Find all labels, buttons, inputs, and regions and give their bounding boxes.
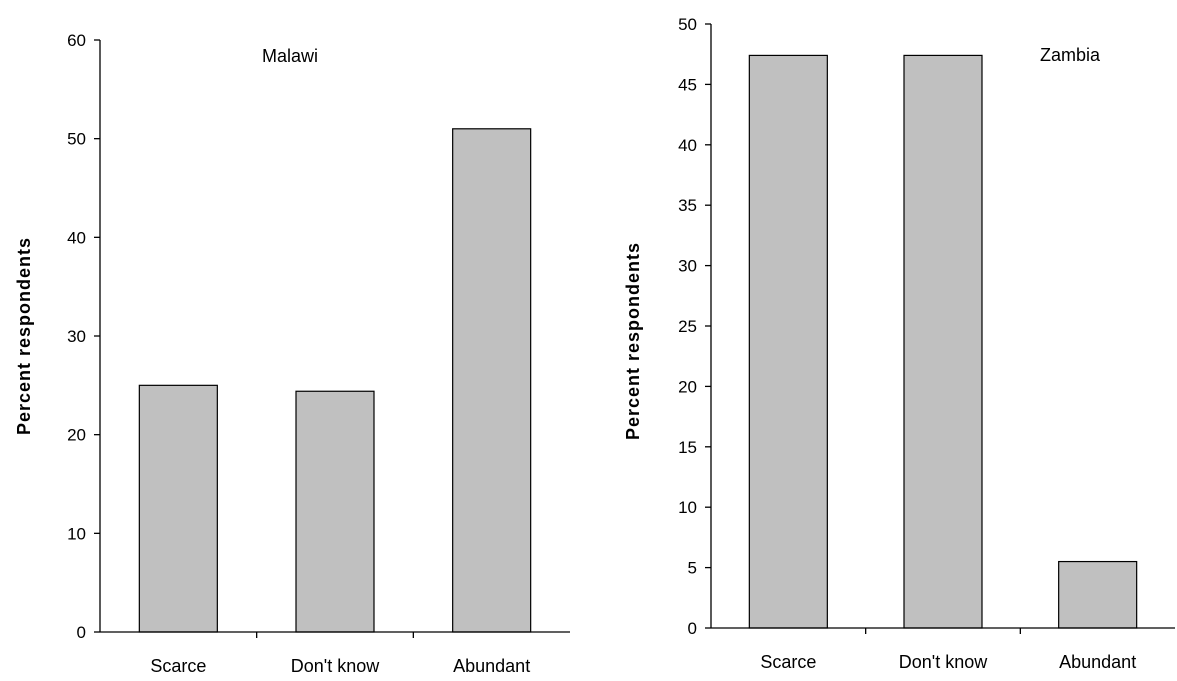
y-tick-label: 40 <box>67 228 86 247</box>
zambia-chart: Zambia Percent respondents 0 5 10 15 20 25 30 3… <box>623 15 1175 672</box>
bar <box>903 54 983 629</box>
y-tick-label: 10 <box>67 524 86 543</box>
y-axis-title: Percent respondents <box>623 242 643 440</box>
y-tick-label: 25 <box>678 317 697 336</box>
y-tick-label: 15 <box>678 438 697 457</box>
x-tick-label: Abundant <box>453 656 530 676</box>
malawi-chart: Malawi Percent respondents 0 10 20 30 40 50 60… <box>14 31 570 676</box>
bar <box>452 128 532 633</box>
x-tick-label: Abundant <box>1059 652 1136 672</box>
x-tick-label: Don't know <box>899 652 988 672</box>
y-tick-label: 60 <box>67 31 86 50</box>
bar <box>295 390 375 633</box>
x-tick-label: Scarce <box>760 652 816 672</box>
bar <box>1058 560 1138 629</box>
bar <box>748 54 828 629</box>
chart-title: Malawi <box>262 46 318 66</box>
bar <box>138 384 218 633</box>
y-tick-label: 45 <box>678 75 697 94</box>
y-tick-label: 50 <box>678 15 697 34</box>
y-tick-label: 0 <box>77 623 86 642</box>
x-tick-label: Scarce <box>150 656 206 676</box>
y-tick-label: 50 <box>67 130 86 149</box>
y-axis-title: Percent respondents <box>14 237 34 435</box>
y-tick-label: 35 <box>678 196 697 215</box>
y-tick-label: 20 <box>67 426 86 445</box>
y-tick-label: 10 <box>678 498 697 517</box>
y-tick-label: 40 <box>678 136 697 155</box>
y-tick-label: 5 <box>688 559 697 578</box>
y-tick-label: 0 <box>688 619 697 638</box>
y-tick-label: 20 <box>678 377 697 396</box>
y-tick-label: 30 <box>67 327 86 346</box>
x-tick-label: Don't know <box>291 656 380 676</box>
y-tick-label: 30 <box>678 257 697 276</box>
chart-title: Zambia <box>1040 45 1101 65</box>
